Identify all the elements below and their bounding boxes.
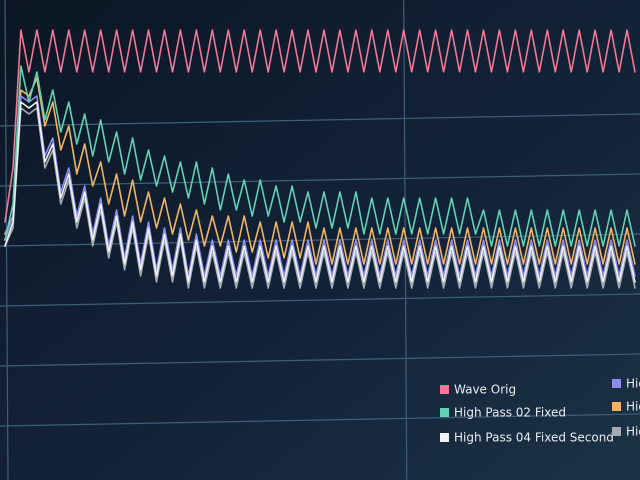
series-line bbox=[4, 77, 636, 265]
series-line bbox=[4, 101, 636, 283]
series-line bbox=[4, 95, 636, 277]
lines bbox=[4, 29, 636, 289]
grid-line bbox=[0, 113, 640, 127]
grid-line bbox=[403, 0, 408, 480]
grid-line bbox=[0, 413, 640, 427]
legend-swatch bbox=[612, 402, 621, 411]
legend-label: High Pass 02 Fixed bbox=[454, 406, 566, 420]
legend-swatch bbox=[612, 427, 621, 436]
legend: Wave Orig High Pass 02 Fixed High Pass 04 … bbox=[440, 377, 640, 445]
series-line bbox=[4, 107, 636, 289]
legend-swatch bbox=[440, 385, 449, 394]
legend-swatch bbox=[612, 379, 621, 388]
legend-swatch bbox=[440, 433, 449, 442]
series-line bbox=[4, 29, 636, 223]
legend-label: Hig bbox=[626, 425, 640, 439]
legend-label: High Pass 04 Fixed Second bbox=[454, 431, 614, 445]
legend-swatch bbox=[440, 408, 449, 417]
legend-label: Hig bbox=[626, 400, 640, 414]
legend-label: Wave Orig bbox=[454, 383, 516, 397]
grid-line bbox=[0, 173, 640, 187]
legend-label: Hig bbox=[626, 377, 640, 391]
series-line bbox=[4, 65, 636, 247]
grid-line bbox=[0, 293, 640, 307]
grid-line bbox=[0, 353, 640, 367]
